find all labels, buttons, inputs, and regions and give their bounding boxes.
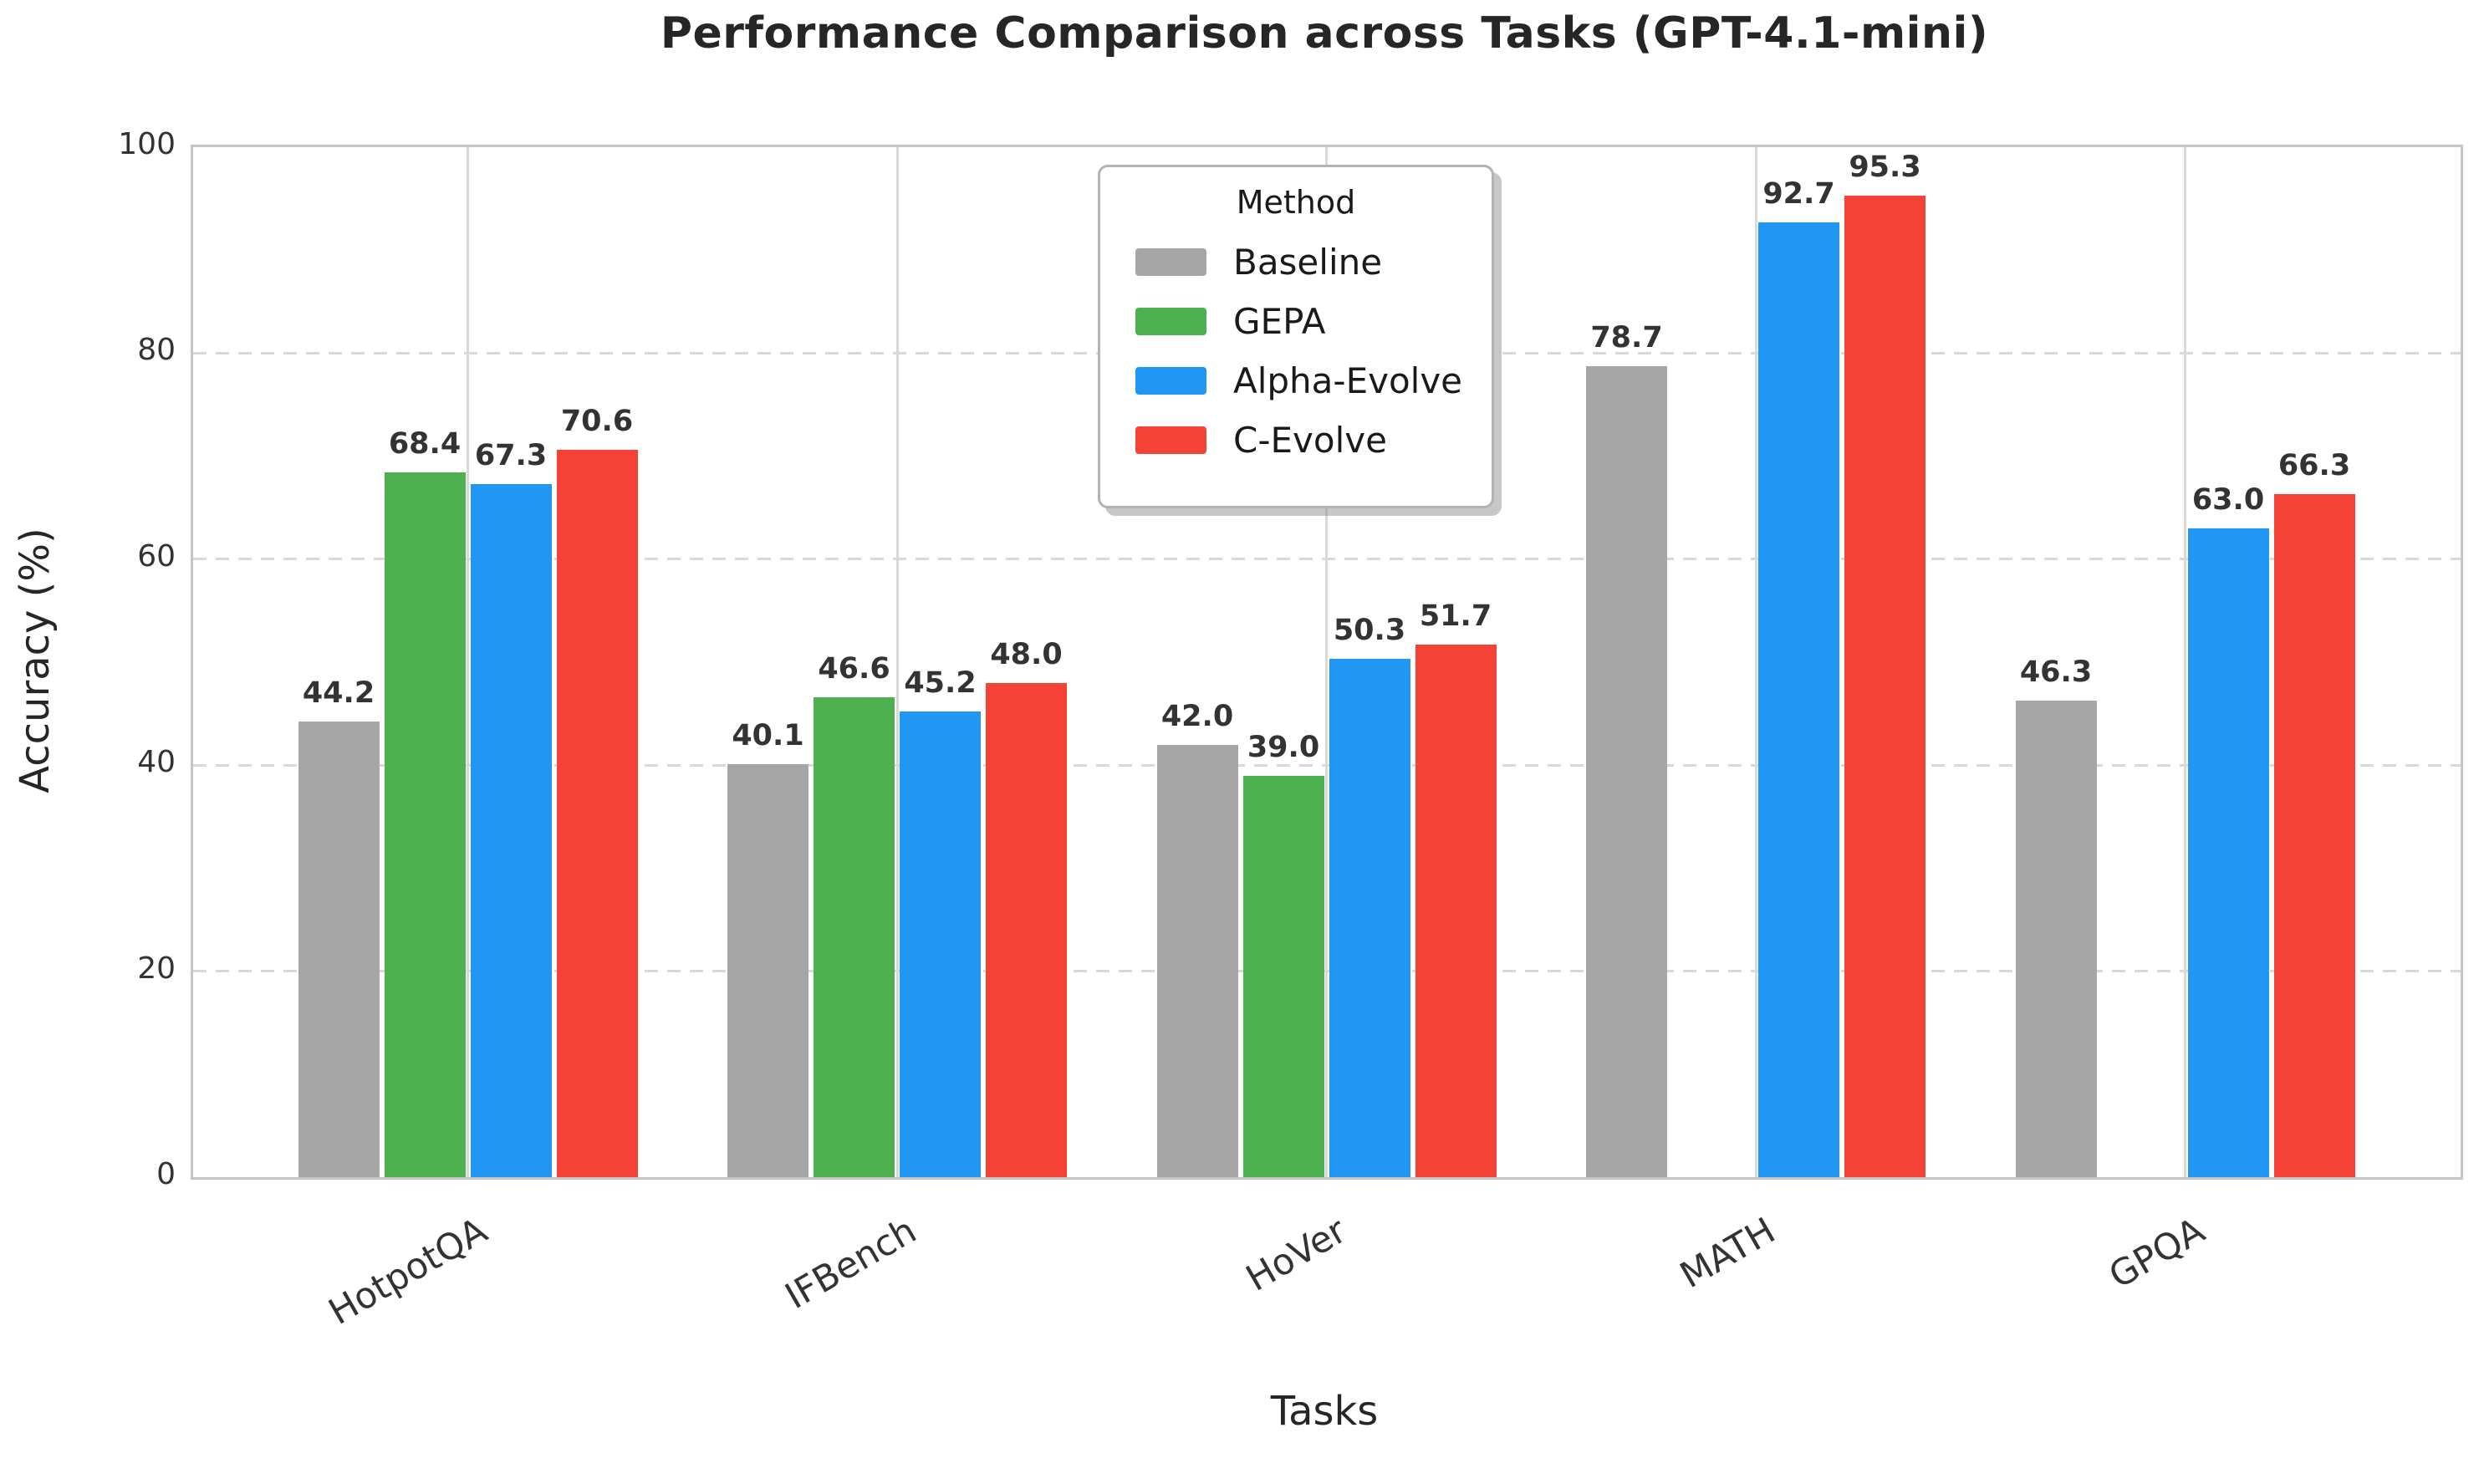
legend-swatch-baseline: [1135, 248, 1206, 276]
x-axis-label: Tasks: [1270, 1388, 1379, 1435]
legend-title: Method: [1236, 184, 1356, 221]
bar-c-evolve-math: [1844, 195, 1925, 1177]
v-gridline: [895, 147, 899, 1177]
bar-value-label: 78.7: [1590, 321, 1663, 355]
legend-swatch-alpha-evolve: [1135, 367, 1206, 395]
v-gridline: [1325, 147, 1328, 1177]
y-axis-label: Accuracy (%): [12, 528, 59, 793]
bar-value-label: 48.0: [990, 637, 1063, 671]
y-tick-label: 60: [137, 538, 176, 574]
bar-gepa-ifbench: [814, 696, 895, 1177]
v-gridline: [467, 147, 469, 1177]
bar-alpha-evolve-hotpotqa: [470, 483, 552, 1177]
bar-value-label: 51.7: [1419, 599, 1492, 634]
bar-value-label: 40.1: [732, 718, 804, 752]
y-tick-label: 80: [137, 333, 176, 368]
bar-gepa-hover: [1242, 775, 1324, 1177]
legend: Method Baseline GEPA Alpha-Evolve C-Evolve: [1098, 165, 1494, 508]
v-gridline: [2184, 147, 2186, 1177]
bar-value-label: 44.2: [302, 676, 375, 711]
x-tick-label-hover: HoVer: [1238, 1210, 1354, 1300]
y-tick-label: 100: [118, 127, 176, 161]
bar-alpha-evolve-math: [1758, 222, 1839, 1177]
legend-item-alpha-evolve: Alpha-Evolve: [1100, 351, 1492, 411]
bar-value-label: 45.2: [904, 666, 977, 701]
x-tick-label-gpqa: GPQA: [2102, 1210, 2212, 1298]
bar-baseline-hover: [1156, 744, 1238, 1177]
legend-swatch-gepa: [1135, 308, 1206, 335]
bar-value-label: 66.3: [2277, 449, 2351, 483]
y-tick-label: 20: [137, 951, 176, 986]
bar-baseline-math: [1586, 366, 1667, 1177]
bar-baseline-hotpotqa: [298, 722, 380, 1177]
v-gridline: [1754, 147, 1757, 1177]
legend-swatch-c-evolve: [1135, 426, 1206, 454]
bar-value-label: 50.3: [1333, 614, 1406, 648]
legend-item-label: C-Evolve: [1233, 420, 1387, 461]
x-tick-label-hotpotqa: HotpotQA: [322, 1210, 495, 1334]
bar-value-label: 46.6: [818, 651, 890, 686]
legend-item-label: Baseline: [1233, 242, 1383, 283]
bar-c-evolve-ifbench: [986, 682, 1067, 1177]
legend-item-label: GEPA: [1233, 301, 1326, 342]
bar-value-label: 63.0: [2191, 482, 2265, 517]
bar-value-label: 42.0: [1160, 699, 1234, 733]
x-tick-label-ifbench: IFBench: [778, 1210, 924, 1318]
y-tick-label: 40: [137, 745, 176, 780]
bar-alpha-evolve-ifbench: [900, 711, 981, 1177]
bar-value-label: 95.3: [1849, 150, 1921, 184]
bar-value-label: 92.7: [1762, 176, 1835, 211]
y-tick-label: 0: [156, 1157, 176, 1191]
bar-alpha-evolve-gpqa: [2187, 528, 2269, 1177]
legend-item-label: Alpha-Evolve: [1233, 360, 1463, 401]
bar-baseline-gpqa: [2015, 700, 2097, 1177]
bar-baseline-ifbench: [727, 763, 808, 1177]
bar-value-label: 46.3: [2019, 655, 2093, 689]
bar-c-evolve-hotpotqa: [556, 450, 638, 1177]
bar-alpha-evolve-hover: [1329, 659, 1410, 1177]
bar-value-label: 39.0: [1247, 730, 1320, 764]
bar-value-label: 68.4: [388, 427, 462, 462]
chart-title: Performance Comparison across Tasks (GPT…: [660, 8, 1989, 59]
legend-items: Baseline GEPA Alpha-Evolve C-Evolve: [1100, 232, 1492, 470]
legend-item-gepa: GEPA: [1100, 292, 1492, 351]
bar-value-label: 67.3: [474, 438, 548, 472]
bar-c-evolve-hover: [1415, 645, 1497, 1177]
x-tick-label-math: MATH: [1673, 1210, 1783, 1298]
bar-value-label: 70.6: [560, 405, 634, 439]
legend-item-c-evolve: C-Evolve: [1100, 411, 1492, 470]
bar-c-evolve-gpqa: [2273, 494, 2355, 1177]
bar-gepa-hotpotqa: [384, 472, 466, 1177]
legend-item-baseline: Baseline: [1100, 232, 1492, 292]
